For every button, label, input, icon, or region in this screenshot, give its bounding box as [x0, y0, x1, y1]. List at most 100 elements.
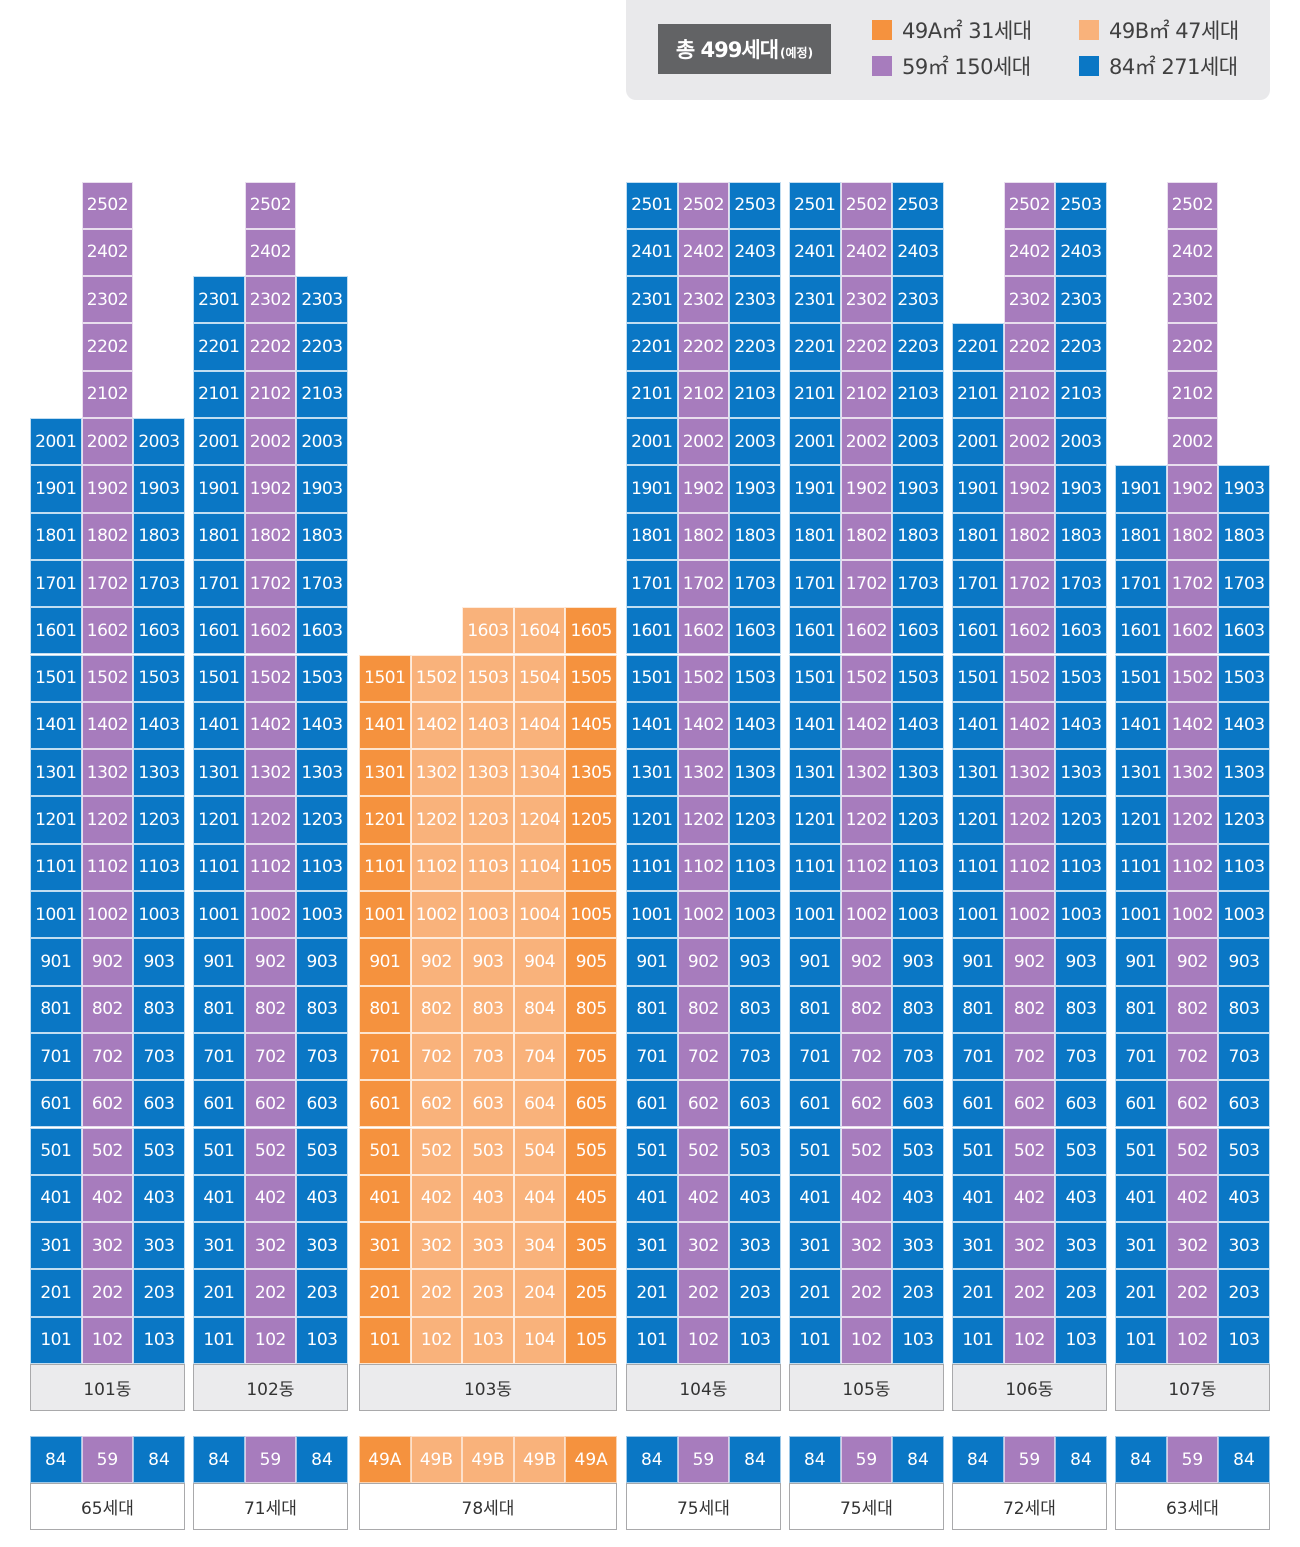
unit-cell: 2103 [296, 370, 348, 418]
unit-cell: 903 [892, 938, 944, 986]
unit-cell: 2402 [1166, 228, 1219, 277]
unit-cell: 1903 [1218, 465, 1270, 513]
unit-cell: 702 [840, 1032, 893, 1081]
unit-cell: 403 [892, 1174, 944, 1223]
unit-cell: 1301 [30, 749, 82, 797]
unit-cell: 1202 [1003, 796, 1056, 844]
unit-cell: 501 [789, 1127, 841, 1175]
unit-cell: 603 [729, 1080, 781, 1128]
unit-cell: 1901 [193, 465, 245, 513]
unit-cell: 2001 [193, 418, 245, 466]
unit-cell: 802 [1003, 985, 1056, 1033]
unit-cell: 704 [513, 1032, 566, 1081]
unit-cell: 2403 [1055, 228, 1107, 277]
unit-cell: 1503 [1055, 654, 1107, 702]
unit-cell: 1304 [513, 749, 566, 797]
unit-cell: 1901 [952, 465, 1004, 513]
unit-cell: 402 [244, 1174, 297, 1223]
unit-cell: 1403 [1218, 701, 1270, 750]
unit-cell: 203 [729, 1269, 781, 1317]
unit-cell: 1404 [513, 701, 566, 750]
unit-cell: 202 [1003, 1269, 1056, 1317]
unit-cell: 401 [1115, 1174, 1167, 1223]
unit-cell: 2501 [626, 181, 678, 229]
unit-cell: 2002 [677, 418, 730, 466]
building-name: 103동 [359, 1364, 617, 1411]
unit-cell: 1102 [677, 843, 730, 891]
unit-cell: 1402 [410, 701, 463, 750]
unit-cell: 602 [244, 1080, 297, 1128]
unit-cell: 2002 [81, 418, 134, 466]
unit-cell: 1601 [789, 607, 841, 655]
unit-cell: 1301 [193, 749, 245, 797]
unit-cell: 1901 [30, 465, 82, 513]
unit-cell: 203 [892, 1269, 944, 1317]
unit-cell: 1005 [565, 891, 617, 939]
unit-cell: 502 [677, 1127, 730, 1175]
unit-cell: 301 [626, 1222, 678, 1270]
unit-cell: 2401 [626, 228, 678, 277]
unit-type-cell: 59 [677, 1436, 730, 1483]
unit-cell: 303 [729, 1222, 781, 1270]
unit-cell: 104 [513, 1316, 566, 1364]
unit-cell: 2202 [244, 323, 297, 371]
unit-cell: 2502 [677, 181, 730, 229]
unit-cell: 303 [462, 1222, 514, 1270]
unit-cell: 2301 [789, 276, 841, 324]
unit-cell: 2002 [840, 418, 893, 466]
unit-cell: 2202 [840, 323, 893, 371]
unit-cell: 102 [81, 1316, 134, 1364]
unit-cell: 2101 [626, 370, 678, 418]
unit-cell: 102 [1166, 1316, 1219, 1364]
unit-cell: 1703 [1055, 559, 1107, 608]
unit-type-cell: 49A [359, 1436, 411, 1483]
unit-cell: 1101 [789, 843, 841, 891]
unit-cell: 2202 [1166, 323, 1219, 371]
unit-cell: 802 [81, 985, 134, 1033]
unit-cell: 802 [244, 985, 297, 1033]
unit-cell: 101 [952, 1316, 1004, 1364]
unit-cell: 103 [729, 1316, 781, 1364]
unit-cell: 1202 [244, 796, 297, 844]
unit-cell: 1202 [410, 796, 463, 844]
unit-cell: 801 [789, 985, 841, 1033]
unit-cell: 1001 [359, 891, 411, 939]
unit-cell: 2001 [952, 418, 1004, 466]
unit-type-cell: 59 [1166, 1436, 1219, 1483]
unit-cell: 2003 [133, 418, 185, 466]
unit-cell: 701 [30, 1032, 82, 1081]
unit-cell: 1103 [729, 843, 781, 891]
unit-cell: 1801 [626, 512, 678, 560]
unit-cell: 1603 [1218, 607, 1270, 655]
unit-cell: 1601 [952, 607, 1004, 655]
building-name: 106동 [952, 1364, 1107, 1411]
unit-cell: 1401 [30, 701, 82, 750]
unit-cell: 1501 [30, 654, 82, 702]
unit-cell: 902 [840, 938, 893, 986]
unit-cell: 803 [1055, 985, 1107, 1033]
unit-cell: 101 [193, 1316, 245, 1364]
unit-cell: 402 [81, 1174, 134, 1223]
unit-cell: 402 [840, 1174, 893, 1223]
unit-cell: 1003 [1218, 891, 1270, 939]
unit-cell: 101 [30, 1316, 82, 1364]
unit-cell: 403 [296, 1174, 348, 1223]
unit-cell: 1602 [677, 607, 730, 655]
unit-cell: 305 [565, 1222, 617, 1270]
unit-cell: 2002 [244, 418, 297, 466]
unit-cell: 205 [565, 1269, 617, 1317]
unit-cell: 405 [565, 1174, 617, 1223]
unit-cell: 1002 [244, 891, 297, 939]
building-household-count: 75세대 [626, 1483, 781, 1530]
unit-cell: 1602 [840, 607, 893, 655]
legend-label-49b: 49B㎡ 47세대 [1109, 19, 1239, 43]
unit-cell: 302 [1003, 1222, 1056, 1270]
unit-cell: 201 [626, 1269, 678, 1317]
unit-cell: 701 [193, 1032, 245, 1081]
unit-cell: 802 [677, 985, 730, 1033]
unit-cell: 603 [296, 1080, 348, 1128]
unit-cell: 902 [81, 938, 134, 986]
unit-cell: 201 [952, 1269, 1004, 1317]
unit-cell: 303 [1218, 1222, 1270, 1270]
unit-cell: 501 [30, 1127, 82, 1175]
